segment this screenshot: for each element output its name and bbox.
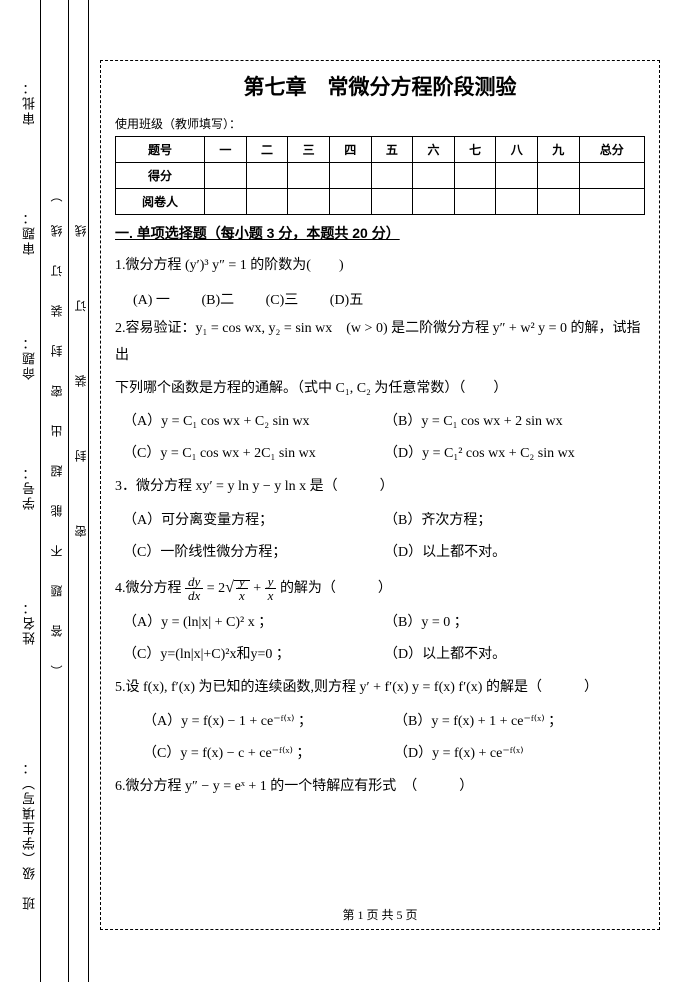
q4-opt-d[interactable]: （D）以上都不对。 — [384, 641, 645, 669]
hdr-1: 一 — [205, 137, 247, 163]
margin-label-author: 命题： — [20, 335, 39, 380]
q2-stem-b: 下列哪个函数是方程的通解。（式中 C₁, C₂ 为任意常数）（ ） — [115, 376, 645, 403]
q4-opts: （A）y = (ln|x| + C)² x ； （B）y = 0 ； （C）y=… — [115, 609, 645, 669]
hdr-5: 五 — [371, 137, 413, 163]
hdr-9: 九 — [538, 137, 580, 163]
q1-opts: (A) 一 (B)二 (C)三 (D)五 — [115, 286, 645, 317]
q1-opt-a[interactable]: (A) 一 — [133, 286, 170, 317]
q3-opts: （A）可分离变量方程； （B）齐次方程； （C）一阶线性微分方程； （D）以上都… — [115, 507, 645, 567]
margin-label-approve: 审批： — [20, 80, 39, 125]
section-heading: 一. 单项选择题（每小题 3 分，本题共 20 分） — [115, 223, 645, 243]
score-table: 题号 一 二 三 四 五 六 七 八 九 总分 得分 阅卷人 — [115, 136, 645, 215]
q2-opts: （A）y = C₁ cos wx + C₂ sin wx （B）y = C₁ c… — [115, 408, 645, 468]
q6-stem: 6.微分方程 y″ − y = eˣ + 1 的一个特解应有形式 （ ） — [115, 774, 645, 801]
q5-opt-b[interactable]: （B）y = f(x) + 1 + ce⁻ᶠ⁽ˣ⁾ ； — [394, 708, 645, 736]
q2-opt-d[interactable]: （D）y = C₁² cos wx + C₂ sin wx — [384, 440, 645, 468]
hdr-3: 三 — [288, 137, 330, 163]
hdr-2: 二 — [246, 137, 288, 163]
row-score-label: 得分 — [116, 163, 205, 189]
page-title: 第七章 常微分方程阶段测验 — [115, 71, 645, 101]
q3-opt-a[interactable]: （A）可分离变量方程； — [123, 507, 384, 535]
usage-class-line: 使用班级（教师填写）： — [115, 115, 645, 132]
q4-opt-a[interactable]: （A）y = (ln|x| + C)² x ； — [123, 609, 384, 637]
q4-prefix: 4.微分方程 — [115, 581, 185, 596]
q1-opt-b[interactable]: (B)二 — [201, 286, 234, 317]
margin-label-review: 审题： — [20, 210, 39, 255]
q5-opt-d[interactable]: （D）y = f(x) + ce⁻ᶠ⁽ˣ⁾ — [394, 740, 645, 768]
hdr-10: 总分 — [579, 137, 644, 163]
score-row-reviewer: 阅卷人 — [116, 189, 645, 215]
q5-opt-a[interactable]: （A）y = f(x) − 1 + ce⁻ᶠ⁽ˣ⁾ ； — [143, 708, 394, 736]
q3-opt-b[interactable]: （B）齐次方程； — [384, 507, 645, 535]
q4-opt-c[interactable]: （C）y=(ln|x|+C)²x和y=0 ； — [123, 641, 384, 669]
q1-stem: 1.微分方程 (y′)³ y″ = 1 的阶数为( ) — [115, 253, 645, 280]
margin-rule-2 — [68, 0, 69, 982]
margin-rule-3 — [88, 0, 89, 982]
q5-opts: （A）y = f(x) − 1 + ce⁻ᶠ⁽ˣ⁾ ； （B）y = f(x) … — [115, 708, 645, 768]
score-row-score: 得分 — [116, 163, 645, 189]
q4-stem: 4.微分方程 dydx = 2√yx + yx 的解为（ ） — [115, 573, 645, 603]
q2-opt-a[interactable]: （A）y = C₁ cos wx + C₂ sin wx — [123, 408, 384, 436]
q1-opt-c[interactable]: (C)三 — [266, 286, 299, 317]
q2-opt-b[interactable]: （B）y = C₁ cos wx + 2 sin wx — [384, 408, 645, 436]
q5-stem: 5.设 f(x), f′(x) 为已知的连续函数,则方程 y′ + f′(x) … — [115, 675, 645, 702]
hdr-6: 六 — [413, 137, 455, 163]
q2-stem-a: 2.容易验证：y₁ = cos wx, y₂ = sin wx (w > 0) … — [115, 316, 645, 369]
q3-opt-c[interactable]: （C）一阶线性微分方程； — [123, 539, 384, 567]
score-header-row: 题号 一 二 三 四 五 六 七 八 九 总分 — [116, 137, 645, 163]
q4-suffix: 的解为（ ） — [280, 581, 392, 596]
content-frame: 第七章 常微分方程阶段测验 使用班级（教师填写）： 题号 一 二 三 四 五 六… — [100, 60, 660, 930]
hdr-4: 四 — [329, 137, 371, 163]
left-margin-labels: 审批： 审题： 命题： 学号： 姓名： 班 级（学生填写）： — [0, 0, 60, 982]
row-reviewer-label: 阅卷人 — [116, 189, 205, 215]
hdr-0: 题号 — [116, 137, 205, 163]
q1-opt-d[interactable]: (D)五 — [330, 286, 363, 317]
hdr-7: 七 — [454, 137, 496, 163]
q3-opt-d[interactable]: （D）以上都不对。 — [384, 539, 645, 567]
q5-opt-c[interactable]: （C）y = f(x) − c + ce⁻ᶠ⁽ˣ⁾ ； — [143, 740, 394, 768]
margin-label-name: 姓名： — [20, 600, 39, 645]
q2-opt-c[interactable]: （C）y = C₁ cos wx + 2C₁ sin wx — [123, 440, 384, 468]
hdr-8: 八 — [496, 137, 538, 163]
margin-label-class: 班 级（学生填写）： — [20, 760, 39, 910]
page-footer: 第 1 页 共 5 页 — [101, 906, 659, 923]
margin-label-id: 学号： — [20, 465, 39, 510]
q4-opt-b[interactable]: （B）y = 0 ； — [384, 609, 645, 637]
q3-stem: 3．微分方程 xy′ = y ln y − y ln x 是（ ） — [115, 474, 645, 501]
